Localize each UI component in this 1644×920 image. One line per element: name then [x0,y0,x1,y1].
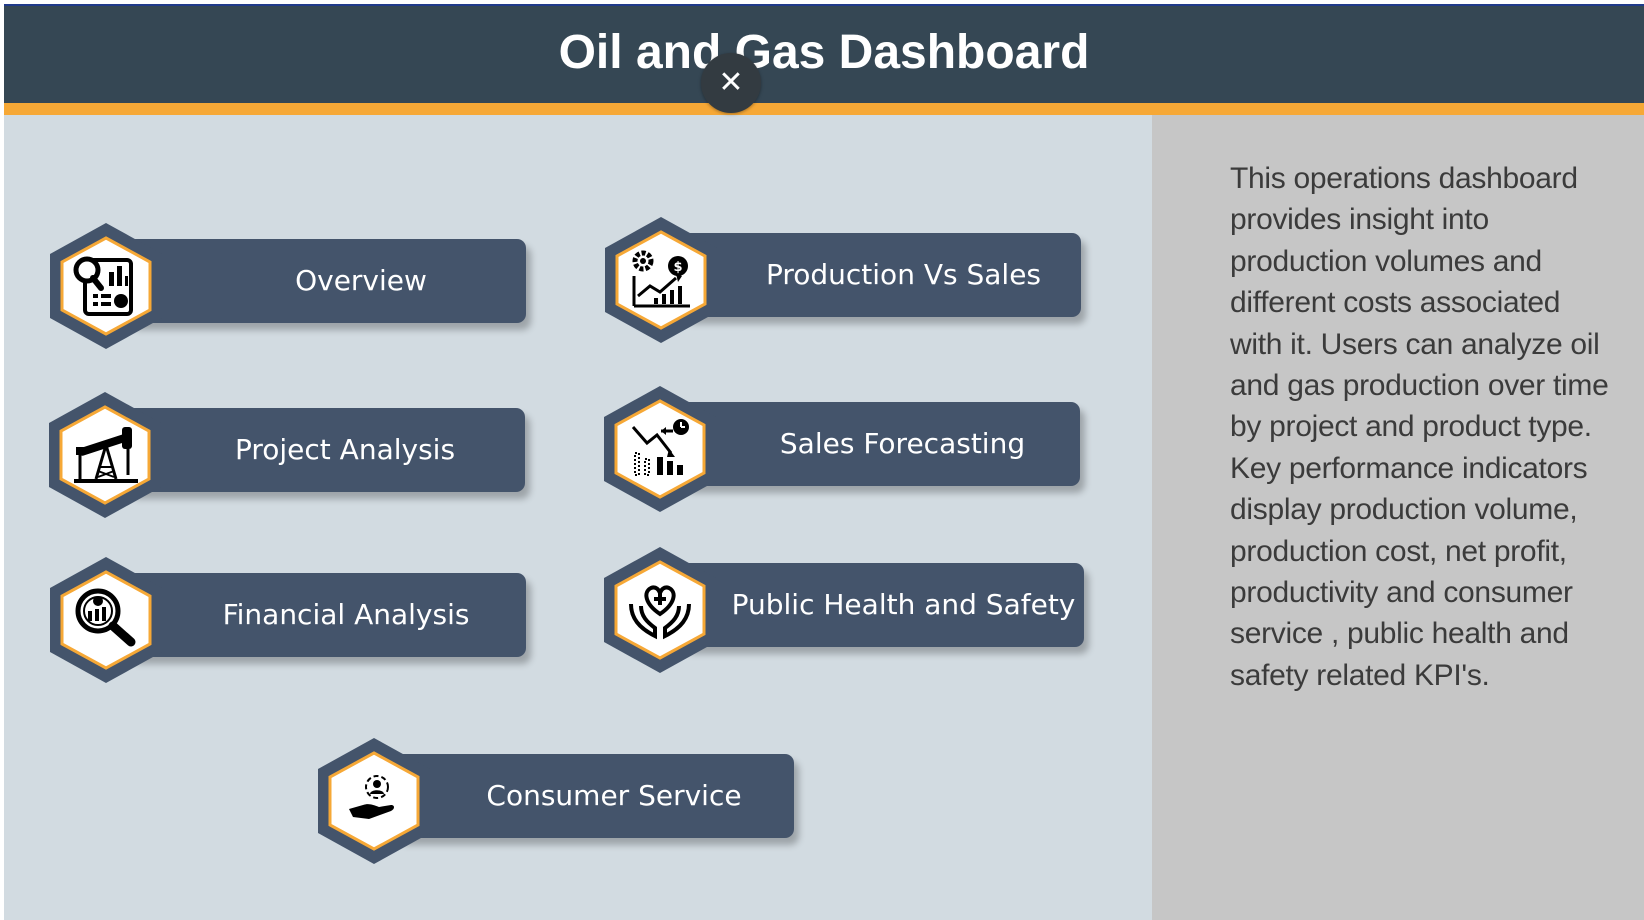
report-analytics-icon [73,256,133,316]
project-analysis-button-label[interactable]: Project Analysis [234,433,456,466]
sales-forecasting-button-bar[interactable] [680,402,1080,486]
public-health-safety-hex-badge[interactable] [600,545,720,675]
overview-button-label[interactable]: Overview [295,264,427,297]
customer-service-hand-icon [349,775,394,819]
consumer-service-button-label[interactable]: Consumer Service [486,779,742,812]
growth-chart-money-icon: $ [632,250,690,308]
project-analysis-button-bar[interactable] [125,408,525,492]
public-health-safety-button-bar[interactable] [680,563,1084,647]
header-accent-stripe [4,103,1644,115]
forecast-chart-icon [631,419,689,476]
svg-text:$: $ [673,260,682,275]
consumer-service-button-bar[interactable] [394,754,794,838]
financial-analysis-button-bar[interactable] [126,573,526,657]
description-panel [1152,115,1644,920]
consumer-service-hex-badge[interactable] [314,736,434,866]
dashboard-description: This operations dashboard provides insig… [1230,162,1609,692]
close-button[interactable]: ✕ [701,53,761,113]
health-care-hands-icon [629,585,691,640]
production-vs-sales-button-bar[interactable] [681,233,1081,317]
page-title: Oil and Gas Dashboard [558,26,1090,79]
dashboard-frame: Oil and Gas Dashboard This operations da… [4,4,1644,920]
public-health-safety-button-label[interactable]: Public Health and Safety [731,588,1076,621]
production-vs-sales-button-label[interactable]: Production Vs Sales [765,258,1042,291]
sales-forecasting-button-label[interactable]: Sales Forecasting [779,427,1026,460]
financial-analysis-button-label[interactable]: Financial Analysis [222,598,470,631]
oil-pump-jack-icon [74,427,138,483]
overview-button-bar[interactable] [126,239,526,323]
financial-search-icon [75,588,136,647]
header-bar: Oil and Gas Dashboard [4,4,1644,103]
